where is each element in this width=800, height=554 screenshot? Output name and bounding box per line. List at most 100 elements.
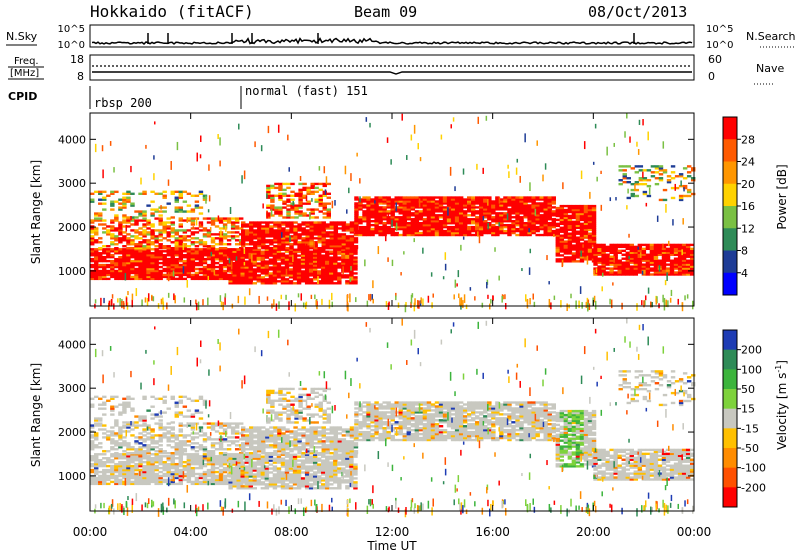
power-cell [575,260,581,263]
power-cell [410,220,416,223]
power-cell [386,204,391,207]
power-cell [426,229,432,233]
power-cell [194,245,200,248]
power-cell [236,250,241,253]
power-cell [230,231,236,234]
power-cell [462,198,468,201]
power-cell [280,280,286,283]
power-cell [345,252,350,255]
power-cell [374,227,379,231]
power-cell [312,274,318,277]
velocity-cell [174,474,179,478]
power-cell [519,204,524,207]
velocity-cell [198,474,204,478]
power-cell [118,229,123,232]
power-cell [268,274,274,277]
power-cell [138,263,143,267]
power-cell [226,235,232,238]
power-cell [386,227,391,231]
velocity-cell [150,446,155,449]
velocity-cell [178,460,184,464]
power-cell [142,271,147,275]
power-cell [126,267,131,271]
velocity-cell [114,466,119,470]
power-cell [345,276,350,279]
power-cell [495,218,500,221]
power-cell [341,235,347,238]
power-cell [426,200,432,203]
power-cell [195,299,197,305]
power-cell [523,212,528,215]
velocity-cell [202,480,208,484]
power-cell [593,263,598,266]
power-cell [430,212,436,215]
velocity-cell [106,460,111,464]
power-cell [317,254,322,257]
power-cell [122,214,127,217]
power-cell [413,238,415,243]
power-cell [310,212,315,215]
power-cell [633,253,639,256]
power-cell [499,202,504,205]
power-cell [321,233,326,236]
power-cell [454,279,457,288]
power-cell [208,164,210,171]
power-cell [531,212,536,215]
power-cell [186,250,192,253]
power-cell [571,204,577,208]
power-cell [507,198,512,201]
velocity-cell [222,470,228,474]
power-cell [174,237,179,240]
power-cell [186,271,192,275]
power-cell [256,280,262,283]
power-cell [450,202,456,205]
power-cell [583,232,589,235]
power-cell [110,233,115,236]
velocity-cell [138,480,143,484]
power-cell [321,282,326,285]
velocity-cell [178,440,184,443]
velocity-cell [146,459,151,462]
power-cell [272,270,278,273]
power-cell [539,206,544,209]
power-cell [207,297,209,306]
power-cell [190,194,196,197]
velocity-cell [162,472,167,476]
power-cell [406,214,412,217]
velocity-cell [130,397,135,400]
velocity-cell [130,460,135,464]
power-cell [297,225,302,228]
power-cell [454,214,460,217]
velocity-cell [170,480,175,484]
power-cell [322,216,327,219]
power-cell [359,196,361,203]
power-cell [268,252,274,255]
power-cell [308,262,314,265]
power-cell [252,270,258,273]
power-cell [666,175,672,178]
power-cell [466,218,472,221]
power-cell [140,177,142,185]
power-cell [166,263,171,267]
power-cell [543,225,548,229]
power-cell [434,231,440,235]
power-cell [236,264,241,267]
power-cell [535,216,540,219]
power-cell [499,208,504,211]
power-cell [249,235,254,238]
power-cell [651,302,653,308]
power-cell [559,204,565,208]
power-cell [535,220,540,223]
power-cell [317,231,322,234]
power-cell [406,202,412,205]
power-cell [209,227,212,231]
power-cell [681,257,687,260]
power-cell [192,226,195,230]
power-cell [292,262,298,265]
power-cell [210,269,216,273]
velocity-cell [134,472,139,476]
power-cell [222,247,228,250]
power-cell [349,237,355,240]
power-cell [325,233,330,236]
